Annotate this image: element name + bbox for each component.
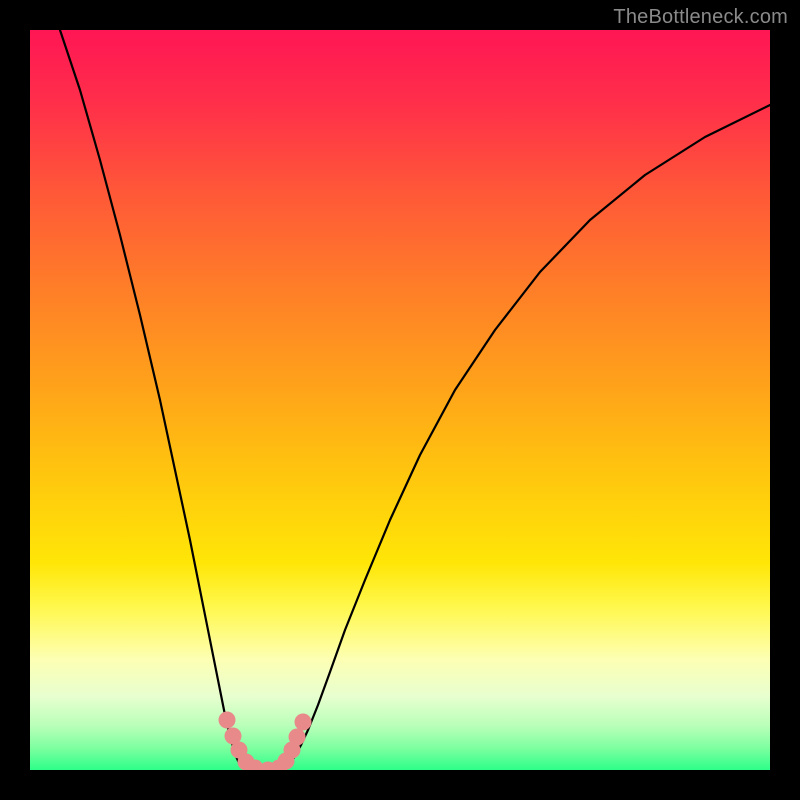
curve-markers — [219, 712, 312, 771]
curve-layer — [30, 30, 770, 770]
watermark-text: TheBottleneck.com — [613, 6, 788, 29]
chart-frame: TheBottleneck.com — [0, 0, 800, 800]
curve-marker — [295, 714, 312, 731]
bottleneck-curve — [60, 30, 770, 770]
curve-marker — [219, 712, 236, 729]
plot-area — [30, 30, 770, 770]
curve-marker — [289, 729, 306, 746]
